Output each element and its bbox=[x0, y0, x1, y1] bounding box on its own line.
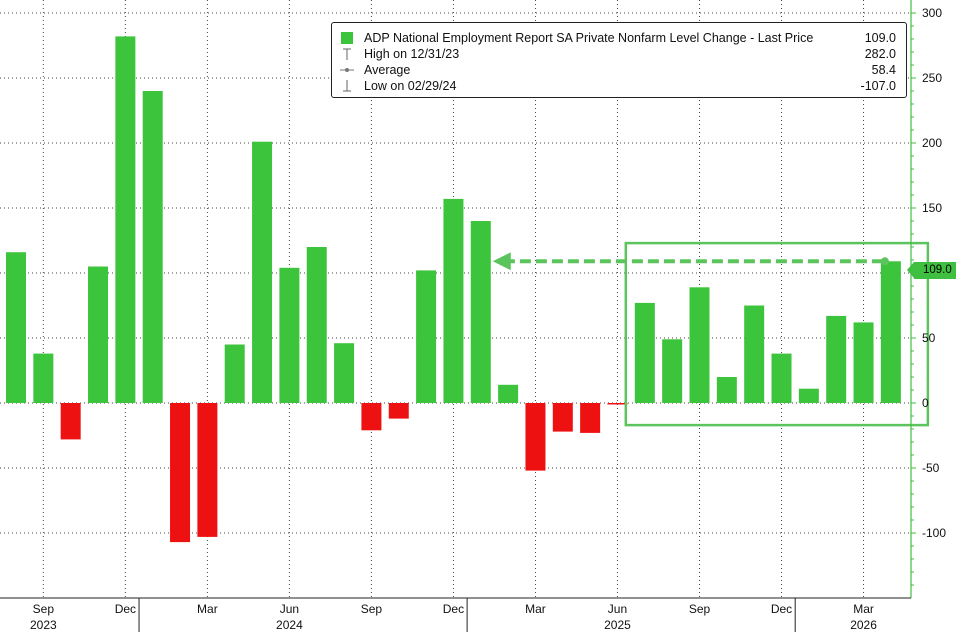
arrow-head bbox=[492, 252, 511, 271]
bars bbox=[6, 36, 901, 543]
legend-value: 109.0 bbox=[864, 31, 896, 45]
x-tick-label: Mar bbox=[197, 602, 218, 616]
legend-label: Average bbox=[364, 63, 411, 77]
legend-label: ADP National Employment Report SA Privat… bbox=[364, 31, 814, 45]
year-label: 2026 bbox=[850, 618, 877, 632]
x-axis: Sep Dec Mar Jun Sep Dec Mar Jun Sep Dec Mar 2023 202… bbox=[0, 597, 911, 632]
bar bbox=[771, 353, 792, 403]
arrow-start-dot bbox=[880, 257, 889, 266]
bar bbox=[525, 403, 546, 471]
bar bbox=[716, 377, 737, 403]
y-tick-label: 250 bbox=[922, 71, 942, 85]
y-tick-label: 50 bbox=[922, 331, 936, 345]
legend-label: Low on 02/29/24 bbox=[364, 79, 457, 93]
legend-row-last-price: ADP National Employment Report SA Privat… bbox=[340, 30, 896, 46]
bar bbox=[798, 388, 819, 403]
legend-row-high: High on 12/31/23 282.0 bbox=[340, 46, 896, 62]
year-label: 2023 bbox=[30, 618, 57, 632]
bar bbox=[634, 302, 655, 403]
bar bbox=[580, 403, 601, 433]
bar bbox=[224, 344, 245, 403]
x-tick-label: Sep bbox=[361, 602, 383, 616]
y-tick-label: 150 bbox=[922, 201, 942, 215]
x-tick-label: Dec bbox=[443, 602, 464, 616]
bar bbox=[6, 252, 26, 403]
annotations bbox=[492, 241, 930, 427]
y-tick-label: 0 bbox=[922, 396, 929, 410]
bar bbox=[306, 247, 327, 403]
legend-row-low: Low on 02/29/24 -107.0 bbox=[340, 78, 896, 94]
x-tick-label: Sep bbox=[33, 602, 55, 616]
y-tick-label: -50 bbox=[922, 461, 940, 475]
high-marker-icon bbox=[340, 46, 354, 62]
bar bbox=[279, 267, 300, 403]
bar bbox=[744, 305, 765, 403]
x-tick-label: Mar bbox=[853, 602, 874, 616]
bar bbox=[334, 343, 355, 403]
bar bbox=[60, 403, 81, 440]
x-tick-label: Sep bbox=[689, 602, 711, 616]
legend-value: -107.0 bbox=[860, 79, 896, 93]
green-square-icon bbox=[340, 30, 354, 46]
bar bbox=[853, 322, 874, 403]
bar bbox=[142, 91, 163, 403]
bar bbox=[552, 403, 573, 432]
year-label: 2025 bbox=[604, 618, 631, 632]
legend-value: 282.0 bbox=[864, 47, 896, 61]
x-tick-label: Jun bbox=[608, 602, 627, 616]
bar bbox=[252, 141, 273, 403]
bar bbox=[88, 266, 109, 403]
bar bbox=[197, 403, 218, 537]
x-tick-label: Dec bbox=[771, 602, 792, 616]
bar bbox=[662, 339, 683, 403]
x-tick-label: Jun bbox=[280, 602, 299, 616]
last-value-tag: 109.0 bbox=[907, 262, 956, 279]
bar bbox=[607, 403, 628, 405]
bar bbox=[689, 287, 710, 403]
legend-value: 58.4 bbox=[871, 63, 896, 77]
bar bbox=[388, 403, 409, 419]
legend-row-average: Average 58.4 bbox=[340, 62, 896, 78]
bar bbox=[880, 261, 901, 403]
bar bbox=[361, 403, 382, 431]
x-tick-label: Mar bbox=[525, 602, 546, 616]
year-label: 2024 bbox=[276, 618, 303, 632]
bar bbox=[170, 403, 191, 543]
bar bbox=[443, 198, 464, 403]
bar bbox=[416, 270, 437, 403]
y-tick-label: 300 bbox=[922, 6, 942, 20]
x-tick-label: Dec bbox=[115, 602, 136, 616]
bar bbox=[33, 353, 54, 403]
average-marker-icon bbox=[340, 62, 354, 78]
bar bbox=[470, 221, 491, 403]
legend: ADP National Employment Report SA Privat… bbox=[331, 22, 907, 98]
bar bbox=[826, 315, 847, 403]
highlight-box bbox=[624, 241, 930, 427]
low-marker-icon bbox=[340, 78, 354, 94]
legend-label: High on 12/31/23 bbox=[364, 47, 460, 61]
bar bbox=[498, 384, 519, 403]
bar bbox=[115, 36, 136, 404]
y-tick-label: 200 bbox=[922, 136, 942, 150]
y-tick-label: -100 bbox=[922, 526, 946, 540]
